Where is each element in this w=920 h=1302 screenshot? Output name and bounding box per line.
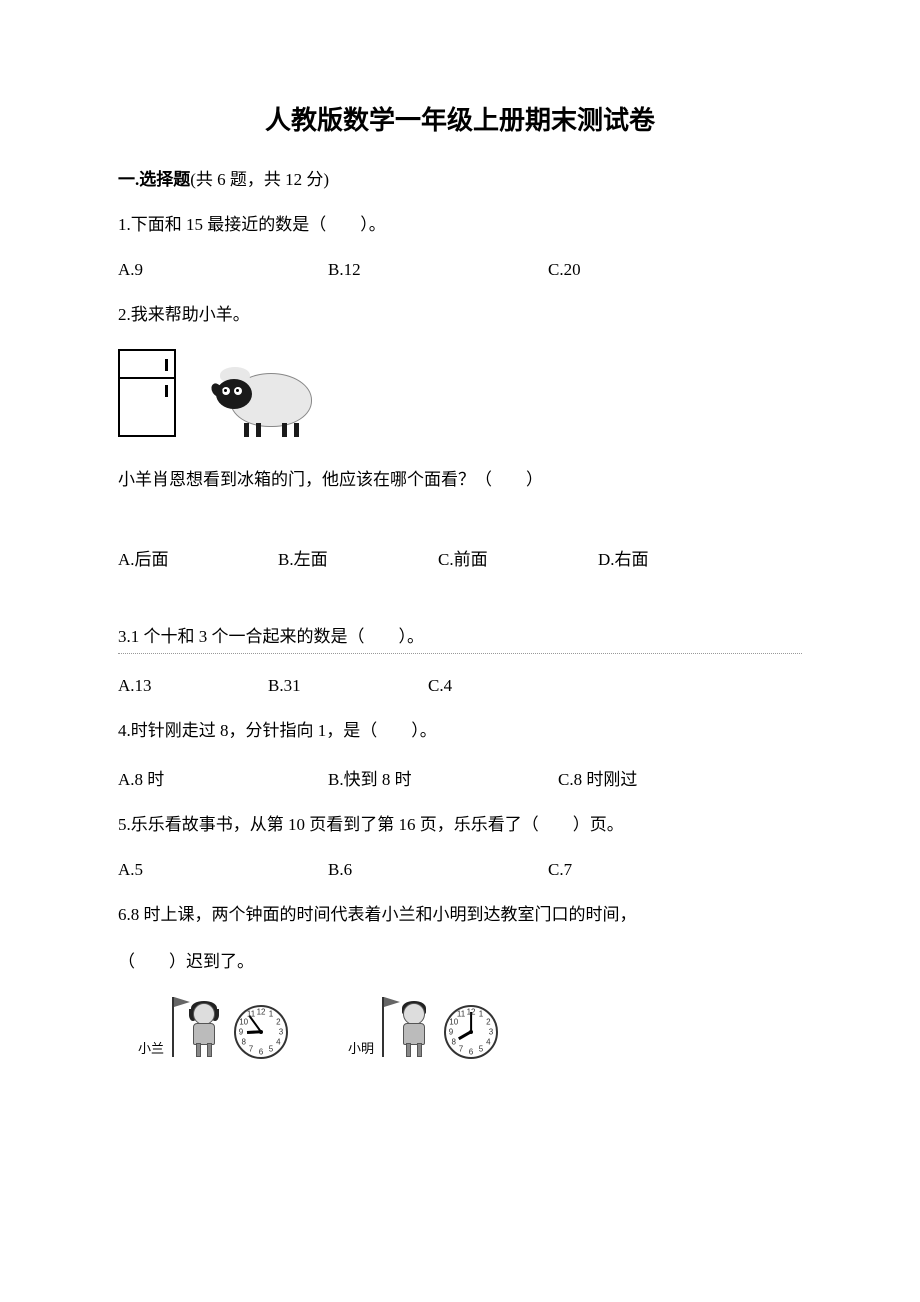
clock-lan: 123456789101112 [234, 1005, 288, 1059]
q6-text2: （ ）迟到了。 [118, 949, 802, 975]
q3-row: 3.1 个十和 3 个一合起来的数是（ ）。 [118, 622, 802, 654]
q2-opt-b: B.左面 [278, 545, 438, 570]
sheep-icon [216, 365, 316, 437]
label-lan: 小兰 [138, 1038, 164, 1057]
q2-opt-c: C.前面 [438, 545, 598, 570]
q6-clocks: 小兰 123456789101112 小明 [138, 997, 802, 1059]
page-title: 人教版数学一年级上册期末测试卷 [118, 100, 802, 137]
kid-ming-icon [380, 997, 438, 1059]
q4-opt-b: B.快到 8 时 [328, 765, 558, 790]
q3-opt-a: A.13 [118, 676, 268, 696]
q5-options: A.5 B.6 C.7 [118, 860, 802, 880]
q2-subtext: 小羊肖恩想看到冰箱的门，他应该在哪个面看？（ ） [118, 467, 802, 493]
q1-text: 1.下面和 15 最接近的数是（ ）。 [118, 212, 802, 238]
q1-opt-a: A.9 [118, 260, 328, 280]
fridge-icon [118, 349, 176, 437]
kid-lan-icon [170, 997, 228, 1059]
clock-lan-group: 小兰 123456789101112 [138, 997, 288, 1059]
section-label-rest: (共 6 题，共 12 分) [190, 170, 329, 189]
q4-opt-a: A.8 时 [118, 765, 328, 790]
q2-opt-a: A.后面 [118, 545, 278, 570]
section-label-bold: 一.选择题 [118, 170, 190, 189]
q2-text: 2.我来帮助小羊。 [118, 302, 802, 328]
q1-opt-b: B.12 [328, 260, 548, 280]
q5-opt-b: B.6 [328, 860, 548, 880]
q1-options: A.9 B.12 C.20 [118, 260, 802, 280]
q5-opt-a: A.5 [118, 860, 328, 880]
q3-text: 3.1 个十和 3 个一合起来的数是（ ）。 [118, 622, 424, 647]
q2-options: A.后面 B.左面 C.前面 D.右面 [118, 545, 802, 570]
q4-opt-c: C.8 时刚过 [558, 765, 758, 790]
q3-opt-c: C.4 [428, 676, 588, 696]
q6-text1: 6.8 时上课，两个钟面的时间代表着小兰和小明到达教室门口的时间， [118, 902, 802, 928]
q4-text: 4.时针刚走过 8，分针指向 1，是（ ）。 [118, 718, 802, 744]
q3-options: A.13 B.31 C.4 [118, 676, 802, 696]
q1-opt-c: C.20 [548, 260, 748, 280]
q3-opt-b: B.31 [268, 676, 428, 696]
q5-opt-c: C.7 [548, 860, 748, 880]
clock-ming: 123456789101112 [444, 1005, 498, 1059]
section-header: 一.选择题(共 6 题，共 12 分) [118, 165, 802, 190]
q5-text: 5.乐乐看故事书，从第 10 页看到了第 16 页，乐乐看了（ ）页。 [118, 812, 802, 838]
clock-ming-group: 小明 123456789101112 [348, 997, 498, 1059]
q2-images [118, 349, 802, 437]
q2-opt-d: D.右面 [598, 545, 758, 570]
q4-options: A.8 时 B.快到 8 时 C.8 时刚过 [118, 765, 802, 790]
label-ming: 小明 [348, 1038, 374, 1057]
